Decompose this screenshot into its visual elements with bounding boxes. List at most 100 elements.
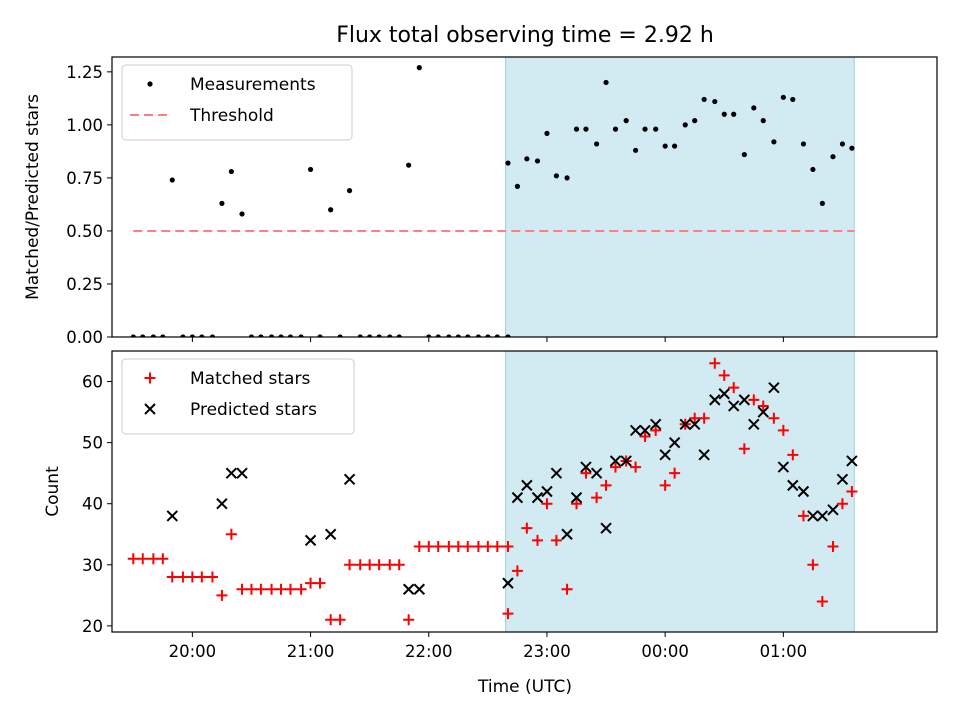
matched-star-point [561, 583, 573, 595]
measurement-point [603, 79, 609, 86]
matched-star-point [472, 540, 484, 552]
measurement-point [573, 126, 580, 132]
y-tick-label: 1.00 [66, 116, 103, 135]
axes-frame [111, 350, 938, 633]
predicted-star-point [738, 394, 751, 406]
measurement-point [287, 334, 294, 337]
predicted-star-point [679, 418, 691, 431]
matched-star-point [186, 571, 198, 583]
measurement-point [455, 334, 461, 337]
predicted-star-point [649, 418, 662, 431]
measurement-point [731, 111, 737, 117]
measurement-point [298, 334, 304, 337]
matched-star-point [502, 608, 514, 620]
measurement-point [819, 200, 825, 206]
matched-star-point [591, 492, 603, 504]
matched-star-point [266, 583, 278, 595]
x-tick-label: 20:00 [169, 642, 217, 661]
legend: Measurements Threshold [121, 64, 353, 141]
plot-area [127, 357, 858, 626]
predicted-star-point [216, 498, 228, 510]
matched-star-point [137, 553, 149, 565]
measurement-point [790, 96, 796, 103]
measurement-point [830, 154, 836, 160]
measurement-point [692, 118, 698, 124]
measurement-point [278, 334, 284, 337]
matched-star-point [659, 479, 671, 491]
y-tick-label: 0.75 [66, 169, 103, 188]
measurement-point [446, 334, 452, 337]
predicted-star-point [709, 394, 721, 406]
measurement-point [189, 334, 195, 337]
predicted-star-point [688, 418, 701, 431]
predicted-star-point [620, 455, 632, 467]
predicted-star-point [166, 510, 178, 522]
ratio-panel: 0.00 0.25 0.50 0.75 1.00 1.25 Matched/Predicte… [23, 56, 938, 347]
measurement-point [357, 334, 363, 337]
measurement-point [612, 126, 619, 132]
measurement-point [810, 166, 816, 173]
measurement-point [485, 334, 491, 337]
matched-star-point [443, 540, 455, 552]
matched-star-point [836, 498, 848, 510]
measurement-point [307, 166, 314, 173]
predicted-star-point [629, 424, 642, 437]
matched-star-point [157, 553, 169, 565]
predicted-star-point [521, 479, 533, 492]
measurement-point [258, 334, 264, 337]
measurement-point [396, 334, 402, 337]
measurement-point [239, 211, 245, 217]
legend: Matched stars Predicted stars [121, 358, 355, 435]
predicted-star-point [343, 473, 356, 485]
matched-star-point [177, 571, 189, 583]
predicted-star-point [698, 449, 710, 461]
x-tick-label: 21:00 [287, 642, 335, 661]
measurement-point [642, 126, 648, 132]
predicted-star-point [590, 467, 603, 479]
legend-marker-matched [144, 372, 156, 384]
measurement-point [553, 173, 560, 179]
predicted-star-point [236, 467, 248, 479]
measurement-point [721, 111, 727, 117]
y-tick-label: 0.00 [66, 328, 103, 347]
measurement-point [593, 141, 600, 147]
matched-star-point [787, 449, 799, 461]
matched-star-point [768, 412, 780, 424]
predicted-star-point [402, 583, 415, 595]
predicted-star-point [718, 388, 730, 400]
matched-star-point [384, 559, 396, 571]
predicted-star-point [757, 406, 769, 418]
matched-star-point [462, 540, 474, 552]
y-tick-label: 1.25 [66, 63, 103, 82]
matched-star-point [147, 553, 159, 565]
measurement-point [160, 334, 166, 337]
y-tick-label: 0.50 [66, 222, 103, 241]
matched-star-point [403, 614, 415, 626]
matched-star-point [807, 559, 819, 571]
matched-star-point [325, 614, 337, 626]
matched-star-point [738, 443, 750, 455]
matched-star-point [797, 510, 809, 522]
matched-star-point [698, 412, 710, 424]
matched-star-point [550, 534, 562, 546]
matched-star-point [718, 369, 730, 381]
matched-star-point [354, 559, 366, 571]
observing-window-span [505, 56, 855, 338]
matched-star-point [757, 400, 769, 412]
matched-star-point [216, 589, 228, 601]
predicted-star-point [609, 455, 622, 467]
matched-star-point [532, 534, 544, 546]
measurement-point [219, 200, 225, 206]
chart-title: Flux total observing time = 2.92 h [336, 23, 714, 48]
measurement-point [376, 334, 382, 337]
predicted-star-point [768, 381, 780, 394]
matched-star-point [295, 583, 307, 595]
measurement-point [268, 334, 275, 337]
matched-star-point [236, 583, 248, 595]
measurement-point [337, 334, 343, 337]
matched-star-point [580, 467, 592, 479]
measurement-point [387, 334, 393, 337]
measurement-point [771, 139, 777, 145]
measurement-point [633, 147, 639, 153]
